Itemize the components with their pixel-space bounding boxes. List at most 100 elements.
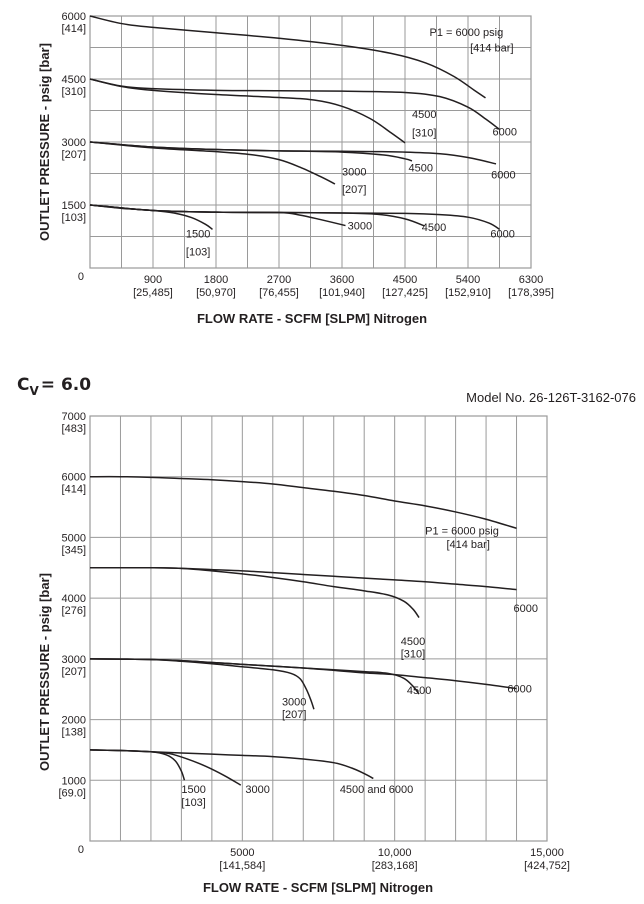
y-tick-label: 1500: [62, 200, 86, 212]
pressure-curve: [89, 78, 406, 144]
curve-annotation: 4500: [401, 636, 425, 648]
x-tick-label: 2700: [267, 274, 291, 286]
x-tick-label: 4500: [393, 274, 417, 286]
y-tick-label: 7000: [62, 411, 86, 423]
x-tick-sublabel: [101,940]: [319, 287, 365, 299]
curve-annotation: 3000: [282, 697, 306, 709]
y-tick-sublabel: [345]: [62, 544, 86, 556]
pressure-curve: [89, 749, 186, 781]
x-tick-sublabel: [152,910]: [445, 287, 491, 299]
y-tick-sublabel: [483]: [62, 423, 86, 435]
y-tick-sublabel: [207]: [62, 149, 86, 161]
pressure-curve: [89, 15, 486, 99]
y-tick-sublabel: [138]: [62, 727, 86, 739]
x-tick-label: 15,000: [530, 847, 564, 859]
x-tick-sublabel: [76,455]: [259, 287, 299, 299]
pressure-curve: [89, 78, 500, 130]
y-tick-label: 5000: [62, 532, 86, 544]
pressure-curve: [89, 749, 374, 780]
chart2-x-tick-labels: 5000[141,584] 10,000[283,168] 15,000[424,7…: [219, 847, 570, 872]
y-tick-label: 4000: [62, 593, 86, 605]
pressure-curve: [89, 204, 346, 227]
chart2-curves: [89, 475, 517, 786]
x-tick-label: 900: [144, 274, 162, 286]
curve-annotation: [103]: [186, 246, 210, 258]
y-tick-sublabel: [414]: [62, 23, 86, 35]
curve-annotation: 6000: [507, 683, 531, 695]
curve-annotation: [103]: [181, 797, 205, 809]
y-tick-label: 4500: [62, 74, 86, 86]
x-tick-sublabel: [283,168]: [372, 860, 418, 872]
curve-annotation: [207]: [282, 709, 306, 721]
y-tick-label: 2000: [62, 715, 86, 727]
curve-annotation: 6000: [513, 603, 537, 615]
x-tick-label: 5400: [456, 274, 480, 286]
x-tick-sublabel: [424,752]: [524, 860, 570, 872]
chart2-header: CV = 6.0 Model No. 26-126T-3162-076: [17, 375, 636, 405]
x-tick-label: 3600: [330, 274, 354, 286]
y-tick-label: 3000: [62, 654, 86, 666]
curve-annotation: P1 = 6000 psig: [425, 525, 499, 537]
curve-annotation: 6000: [493, 126, 517, 138]
chart1-curve-annotations: P1 = 6000 psig [414 bar] 4500 [310] 6000 3000…: [186, 27, 517, 258]
y-tick-label: 3000: [62, 137, 86, 149]
y-tick-label: 6000: [62, 11, 86, 23]
x-tick-sublabel: [127,425]: [382, 287, 428, 299]
chart2-gridlines: [90, 416, 547, 841]
y-tick-label: 0: [78, 271, 84, 283]
y-tick-label: 0: [78, 844, 84, 856]
x-tick-label: 10,000: [378, 847, 412, 859]
x-tick-sublabel: [141,584]: [219, 860, 265, 872]
curve-annotation: 3000: [342, 167, 366, 179]
y-tick-label: 6000: [62, 472, 86, 484]
y-tick-sublabel: [69.0]: [58, 787, 86, 799]
pressure-curve: [89, 141, 497, 165]
chart2-plot-frame: [89, 415, 548, 842]
chart1-gridlines: [90, 16, 531, 268]
chart2-y-tick-labels: 7000[483] 6000[414] 5000[345] 4000[276] 3000…: [58, 411, 86, 856]
curve-annotation: 3000: [348, 220, 372, 232]
curve-annotation: [310]: [412, 128, 436, 140]
pressure-curve: [89, 204, 425, 227]
chart-flow-curves-1: 6000[414]4500[310]3000[207]1500[103]0 90…: [37, 11, 554, 326]
model-number: Model No. 26-126T-3162-076: [466, 390, 636, 405]
y-tick-sublabel: [207]: [62, 666, 86, 678]
curve-annotation: 1500: [186, 228, 210, 240]
curve-annotation: 4500: [412, 109, 436, 121]
x-tick-label: 6300: [519, 274, 543, 286]
curve-annotation: 4500 and 6000: [340, 784, 413, 796]
pressure-curve: [89, 658, 315, 710]
curve-annotation: 4500: [409, 162, 433, 174]
chart2-y-axis-title: OUTLET PRESSURE - psig [bar]: [37, 573, 52, 771]
chart2-curve-annotations: P1 = 6000 psig[414 bar]60004500[310]3000…: [181, 525, 538, 808]
curve-annotation: [414 bar]: [470, 42, 513, 54]
curve-annotation: 6000: [491, 170, 515, 182]
chart1-x-axis-title: FLOW RATE - SCFM [SLPM] Nitrogen: [197, 311, 427, 326]
y-tick-sublabel: [310]: [62, 86, 86, 98]
curve-annotation: [207]: [342, 184, 366, 196]
chart1-x-tick-labels: 900[25,485]1800[50,970]2700[76,455]3600[…: [133, 274, 554, 299]
curve-annotation: 4500: [422, 222, 446, 234]
chart2-x-axis-title: FLOW RATE - SCFM [SLPM] Nitrogen: [203, 880, 433, 895]
curve-annotation: 3000: [245, 784, 269, 796]
curve-annotation: 4500: [407, 685, 431, 697]
curve-annotation: [310]: [401, 649, 425, 661]
x-tick-sublabel: [25,485]: [133, 287, 173, 299]
pressure-curve: [89, 141, 336, 185]
curve-annotation: [414 bar]: [446, 539, 489, 551]
curve-annotation: P1 = 6000 psig: [430, 27, 504, 39]
pressure-curve: [89, 566, 420, 619]
chart-flow-curves-2: 7000[483]6000[414]5000[345]4000[276]3000…: [37, 411, 570, 895]
chart1-y-axis-title: OUTLET PRESSURE - psig [bar]: [37, 43, 52, 241]
x-tick-label: 5000: [230, 847, 254, 859]
y-tick-sublabel: [103]: [62, 212, 86, 224]
curve-annotation: 1500: [181, 784, 205, 796]
curve-annotation: 6000: [490, 228, 514, 240]
y-tick-label: 1000: [62, 775, 86, 787]
y-tick-sublabel: [276]: [62, 605, 86, 617]
y-tick-sublabel: [414]: [62, 484, 86, 496]
x-tick-sublabel: [50,970]: [196, 287, 236, 299]
chart1-y-tick-labels: 6000[414] 4500[310] 3000[207] 1500[103] 0: [62, 11, 86, 283]
x-tick-label: 1800: [204, 274, 228, 286]
